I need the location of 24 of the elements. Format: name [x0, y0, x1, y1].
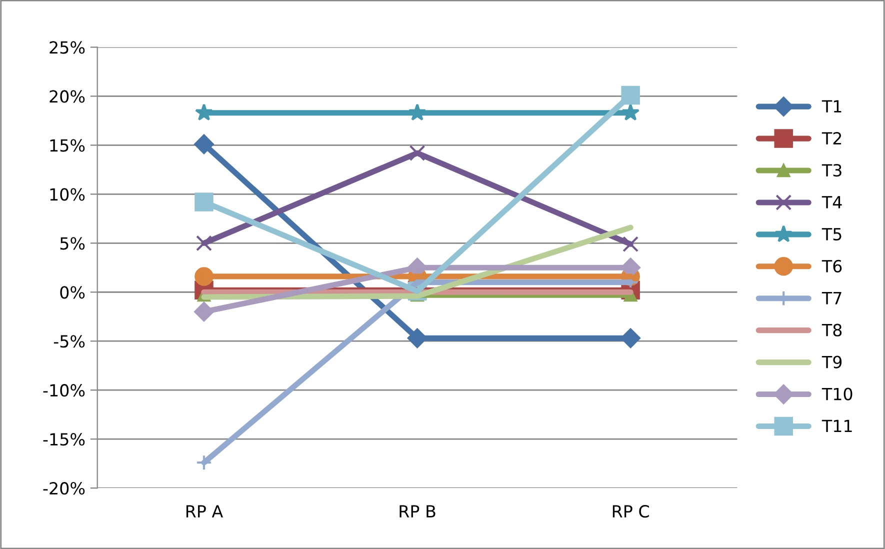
- legend-label: T10: [822, 388, 852, 400]
- x-tick-label: RP C: [612, 505, 649, 518]
- y-tick-label: -20%: [43, 482, 85, 495]
- legend-label: T5: [822, 228, 842, 241]
- y-tick-label: -5%: [54, 335, 85, 348]
- y-tick-label: 20%: [50, 90, 85, 103]
- y-tick-label: 0%: [60, 286, 85, 299]
- y-tick-label: -10%: [43, 384, 85, 397]
- legend-label: T3: [822, 164, 842, 177]
- legend-label: T11: [822, 420, 852, 432]
- x-tick-label: RP A: [186, 505, 224, 518]
- legend-label: T7: [822, 292, 842, 304]
- legend-label: T1: [822, 100, 842, 112]
- y-tick-label: 25%: [50, 41, 85, 54]
- legend-label: T9: [822, 356, 842, 368]
- x-tick-label: RP B: [400, 505, 436, 518]
- legend-label: T8: [822, 324, 842, 336]
- legend-label: T4: [822, 196, 842, 208]
- y-tick-label: 10%: [50, 188, 85, 201]
- legend-label: T6: [822, 260, 842, 272]
- y-tick-label: -15%: [43, 433, 85, 446]
- y-tick-label: 5%: [60, 237, 85, 250]
- legend-label: T2: [822, 132, 842, 144]
- y-tick-label: 15%: [50, 139, 85, 152]
